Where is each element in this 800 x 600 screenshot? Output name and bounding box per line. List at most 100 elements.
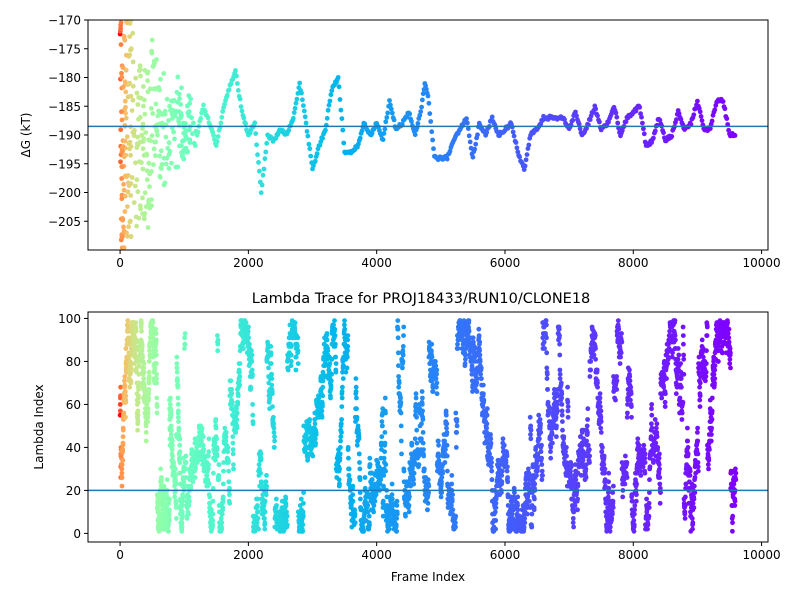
lambda-point — [395, 318, 401, 323]
lambda-point — [150, 320, 156, 326]
lambda-point — [646, 500, 652, 506]
delta-g-point — [140, 126, 145, 131]
lambda-point — [212, 440, 218, 446]
lambda-point — [219, 520, 225, 526]
lambda-point — [274, 503, 279, 508]
delta-g-point — [241, 115, 247, 121]
delta-g-point — [234, 73, 239, 79]
lambda-point — [444, 430, 450, 435]
lambda-point — [295, 344, 300, 349]
lambda-point — [580, 457, 586, 463]
lambda-point — [357, 477, 363, 483]
lambda-point — [619, 339, 625, 345]
lambda-point — [356, 436, 362, 442]
lambda-point — [313, 440, 318, 446]
delta-g-point — [218, 120, 224, 126]
delta-g-point — [130, 97, 136, 103]
delta-g-point — [121, 187, 127, 193]
lambda-point — [493, 505, 499, 510]
lambda-point — [511, 485, 517, 491]
lambda-point — [119, 466, 125, 472]
lambda-point — [268, 350, 274, 356]
lambda-point — [168, 395, 173, 401]
lambda-point — [292, 320, 298, 326]
lambda-point — [454, 417, 460, 422]
delta-g-point — [467, 139, 473, 145]
lambda-point — [168, 432, 174, 437]
lambda-point — [526, 498, 532, 504]
delta-g-point — [418, 109, 424, 114]
lambda-point — [133, 320, 139, 326]
lambda-point — [585, 430, 590, 435]
lambda-point — [147, 348, 152, 354]
delta-g-point — [326, 102, 332, 108]
lambda-point — [454, 430, 459, 435]
delta-g-point — [712, 107, 718, 113]
lambda-point — [665, 356, 671, 362]
lambda-point — [229, 399, 235, 405]
lambda-point — [454, 423, 460, 429]
delta-g-point — [127, 146, 132, 152]
lambda-point — [327, 361, 333, 366]
delta-g-point — [593, 106, 599, 112]
delta-g-point — [142, 190, 148, 196]
delta-g-point — [172, 136, 177, 142]
lambda-point — [662, 399, 668, 405]
lambda-point — [466, 318, 472, 323]
lambda-point — [377, 470, 383, 476]
lambda-point — [683, 481, 689, 487]
lambda-point — [353, 376, 359, 381]
lambda-point — [394, 516, 400, 521]
lambda-point — [345, 344, 351, 349]
delta-g-point — [131, 200, 137, 206]
lambda-point — [230, 447, 236, 452]
lambda-point — [691, 483, 697, 489]
delta-g-point — [409, 119, 414, 124]
delta-g-point — [123, 152, 129, 158]
lambda-point — [564, 445, 569, 450]
delta-g-point — [192, 143, 198, 148]
lambda-point — [419, 389, 425, 394]
delta-g-point — [511, 133, 517, 139]
delta-g-point — [515, 149, 521, 155]
lambda-point — [354, 414, 360, 420]
lambda-point — [602, 470, 607, 476]
lambda-point — [171, 460, 177, 465]
lambda-point — [508, 494, 513, 500]
lambda-point — [250, 412, 256, 418]
lambda-point — [255, 503, 260, 508]
delta-g-point — [695, 98, 700, 104]
lambda-point — [677, 395, 683, 401]
lambda-point — [180, 498, 186, 504]
delta-g-point — [158, 148, 164, 154]
lambda-point — [538, 421, 543, 427]
lambda-point — [462, 361, 468, 366]
lambda-point — [213, 417, 219, 422]
lambda-point — [572, 503, 578, 508]
lambda-point — [620, 494, 626, 500]
lambda-point — [332, 341, 338, 347]
delta-g-point — [158, 165, 164, 171]
delta-g-point — [143, 130, 149, 136]
delta-g-point — [119, 176, 125, 181]
lambda-point — [587, 374, 593, 379]
lambda-point — [136, 387, 142, 392]
lambda-point — [223, 438, 229, 444]
lambda-point — [438, 494, 444, 500]
lambda-point — [413, 391, 419, 397]
delta-g-point — [127, 80, 132, 86]
lambda-point — [117, 408, 123, 414]
lambda-point — [528, 423, 534, 429]
lambda-point — [398, 395, 403, 401]
lambda-point — [695, 464, 701, 470]
lambda-point — [586, 442, 591, 448]
lambda-point — [119, 475, 125, 480]
lambda-point — [536, 412, 542, 418]
lambda-point — [587, 460, 592, 465]
lambda-point — [546, 404, 552, 409]
delta-g-point — [239, 108, 245, 114]
lambda-point — [444, 425, 449, 431]
lambda-point — [213, 425, 219, 431]
delta-g-point — [128, 93, 134, 99]
lambda-point — [631, 518, 637, 523]
